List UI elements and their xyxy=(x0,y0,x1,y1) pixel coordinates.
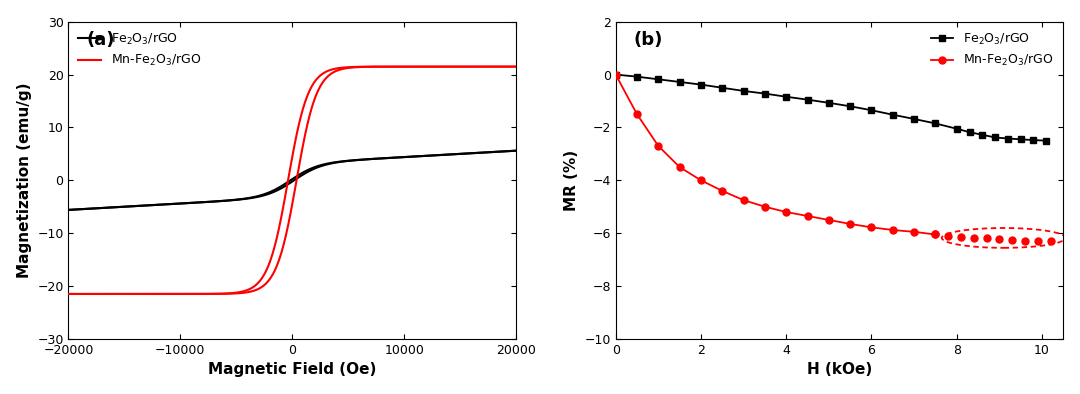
Legend: Fe$_2$O$_3$/rGO, Mn-Fe$_2$O$_3$/rGO: Fe$_2$O$_3$/rGO, Mn-Fe$_2$O$_3$/rGO xyxy=(75,28,205,72)
Legend: Fe$_2$O$_3$/rGO, Mn-Fe$_2$O$_3$/rGO: Fe$_2$O$_3$/rGO, Mn-Fe$_2$O$_3$/rGO xyxy=(927,28,1057,72)
Text: (a): (a) xyxy=(86,31,114,49)
X-axis label: H (kOe): H (kOe) xyxy=(807,362,873,377)
Y-axis label: MR (%): MR (%) xyxy=(564,150,579,211)
Y-axis label: Magnetization (emu/g): Magnetization (emu/g) xyxy=(16,82,31,278)
X-axis label: Magnetic Field (Oe): Magnetic Field (Oe) xyxy=(208,362,377,377)
Text: (b): (b) xyxy=(634,31,663,49)
